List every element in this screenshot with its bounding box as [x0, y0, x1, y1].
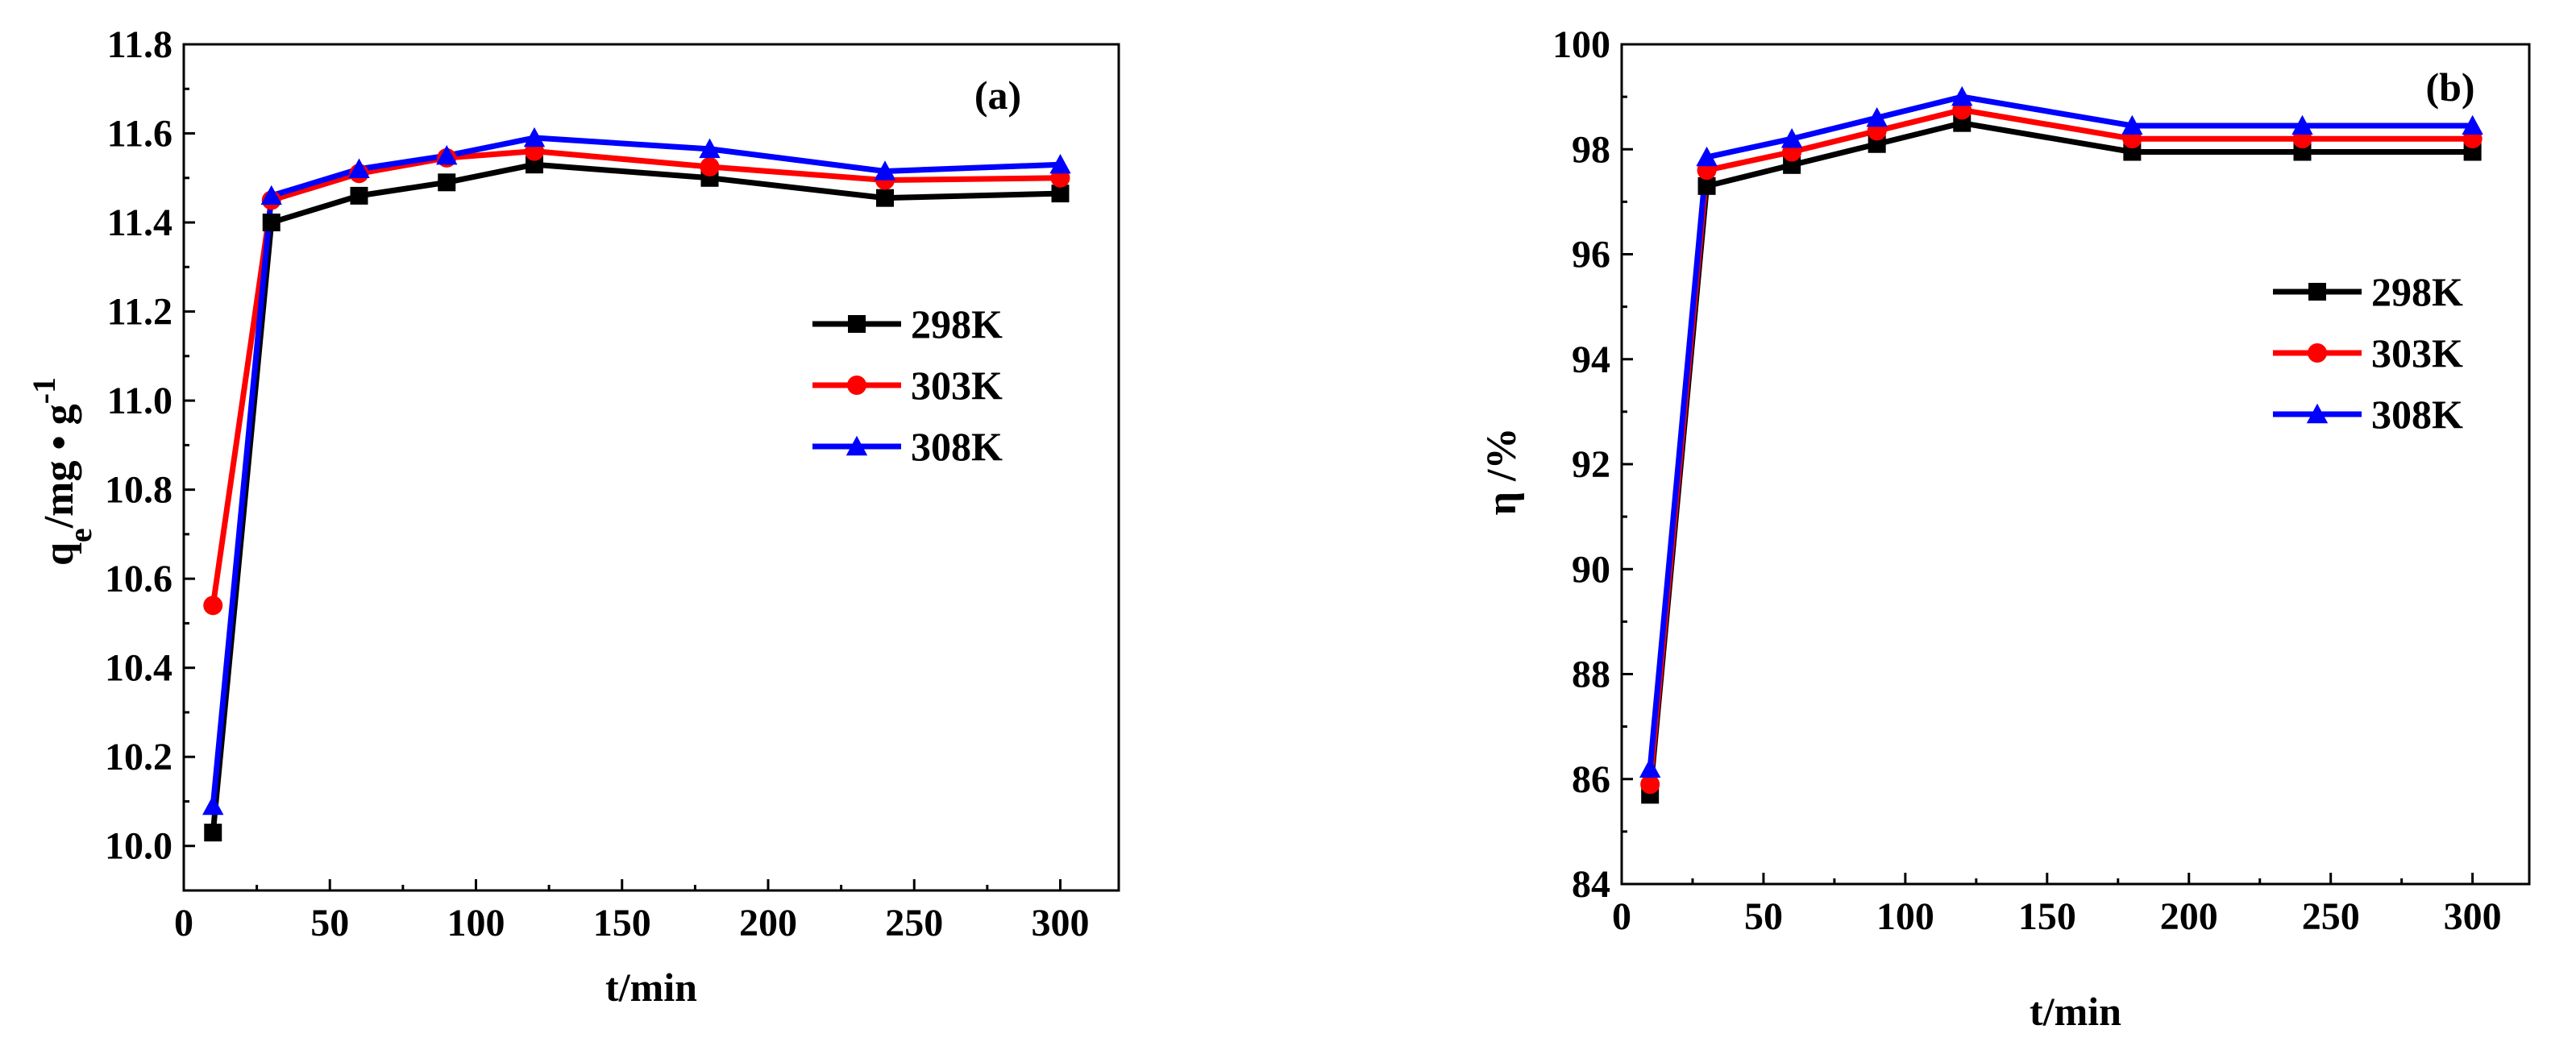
y-tick-label: 10.4 [105, 647, 172, 690]
data-point-298K [2123, 143, 2142, 161]
data-point-298K [1953, 114, 1971, 132]
x-tick-label: 150 [593, 902, 651, 944]
y-tick-label: 94 [1572, 338, 1610, 381]
x-tick-label: 250 [2302, 895, 2360, 938]
legend-marker [848, 315, 866, 333]
data-point-298K [262, 214, 280, 232]
y-tick-label: 11.6 [107, 113, 172, 156]
y-tick-label: 10.0 [105, 825, 172, 868]
x-tick-label: 300 [1032, 902, 1090, 944]
x-tick-label: 200 [739, 902, 797, 944]
data-point-303K [203, 596, 223, 616]
series-line-298K [1647, 120, 2473, 795]
data-point-308K [523, 127, 546, 147]
data-point-308K [1780, 128, 1803, 148]
x-tick-label: 50 [1744, 895, 1783, 938]
data-point-303K [700, 156, 720, 176]
data-point-298K [350, 186, 368, 205]
y-tick-label: 10.8 [105, 469, 172, 512]
data-point-298K [526, 156, 543, 174]
data-point-308K [2291, 114, 2313, 135]
legend-marker [2308, 343, 2327, 363]
y-tick-label: 90 [1572, 548, 1610, 591]
legend-label: 303K [2371, 330, 2463, 376]
x-axis-label: t/min [2030, 989, 2121, 1034]
x-tick-label: 150 [2018, 895, 2076, 938]
data-point-298K [2463, 143, 2482, 161]
data-point-308K [1951, 85, 1973, 106]
data-point-298K [1697, 176, 1716, 195]
y-tick-label: 11.0 [107, 380, 172, 422]
legend-label: 303K [911, 363, 1003, 408]
x-tick-label: 250 [885, 902, 943, 944]
x-tick-label: 200 [2160, 895, 2218, 938]
y-axis-label-q: q [36, 542, 82, 566]
data-point-308K [2462, 114, 2483, 135]
series-line-308K [1647, 93, 2473, 770]
data-point-308K [1866, 106, 1888, 127]
legend-label: 308K [911, 424, 1003, 469]
series-line-298K [210, 161, 1061, 833]
legend-marker [2306, 403, 2329, 424]
y-tick-label: 10.6 [105, 558, 172, 600]
legend-label: 308K [2371, 392, 2463, 437]
y-tick-label: 100 [1552, 23, 1610, 66]
data-point-298K [2293, 143, 2312, 161]
y-tick-label: 11.8 [107, 23, 172, 66]
chart-panel-a: 0 50 100 150 200 250 300 10.0 10.2 10.4 10.6 10.8 11… [26, 23, 1120, 1010]
y-axis-label: η /% [1479, 428, 1525, 516]
legend-label: 298K [911, 301, 1003, 347]
y-tick-label: 84 [1572, 863, 1610, 906]
data-point-298K [1783, 156, 1801, 174]
plot-frame [182, 43, 1120, 892]
x-tick-label: 50 [310, 902, 349, 944]
legend-label: 298K [2371, 269, 2463, 314]
x-tick-label: 0 [1612, 895, 1631, 938]
legend-marker [2308, 283, 2326, 301]
y-tick-label: 86 [1572, 758, 1610, 801]
data-point-308K [260, 185, 282, 205]
legend-marker [846, 435, 868, 456]
y-axis-label-rest: /mg • g [36, 404, 82, 529]
panel-label: (a) [974, 73, 1021, 118]
data-point-308K [202, 795, 224, 816]
data-point-308K [436, 144, 458, 165]
data-point-303K [1640, 774, 1660, 795]
data-point-298K [1868, 135, 1886, 153]
data-point-308K [348, 158, 370, 178]
data-point-298K [438, 173, 456, 192]
chart-panel-b: 0 50 100 150 200 250 300 84 86 88 90 92 94 96 98 100 (b… [1479, 23, 2531, 1034]
legend-marker [847, 376, 866, 395]
y-tick-label: 88 [1572, 654, 1610, 696]
x-axis-label: t/min [605, 965, 697, 1010]
series-line-308K [210, 135, 1061, 807]
data-point-308K [1049, 154, 1071, 174]
y-axis-label-sub: e [62, 528, 98, 542]
x-tick-label: 100 [1876, 895, 1934, 938]
series-line-303K [1647, 106, 2473, 785]
y-tick-label: 96 [1572, 234, 1610, 276]
y-tick-label: 10.2 [105, 736, 172, 778]
data-point-308K [1696, 146, 1718, 167]
x-tick-label: 100 [447, 902, 505, 944]
panel-label: (b) [2425, 64, 2474, 110]
y-axis-label: qe/mg • g-1 [26, 377, 98, 566]
data-point-308K [699, 138, 721, 159]
data-point-308K [1639, 758, 1661, 778]
x-tick-label: 300 [2444, 895, 2502, 938]
data-point-308K [874, 160, 896, 181]
y-tick-label: 92 [1572, 443, 1610, 486]
x-tick-label: 0 [174, 902, 193, 944]
y-axis-label-sup: -1 [26, 377, 62, 404]
plot-frame [1620, 43, 2531, 886]
y-tick-label: 11.4 [107, 201, 172, 244]
data-point-308K [2121, 114, 2143, 135]
data-point-298K [876, 189, 894, 207]
y-tick-label: 98 [1572, 128, 1610, 171]
data-point-298K [1051, 185, 1070, 203]
y-tick-label: 11.2 [107, 291, 172, 334]
series-line-303K [210, 148, 1061, 606]
data-point-298K [204, 824, 222, 842]
